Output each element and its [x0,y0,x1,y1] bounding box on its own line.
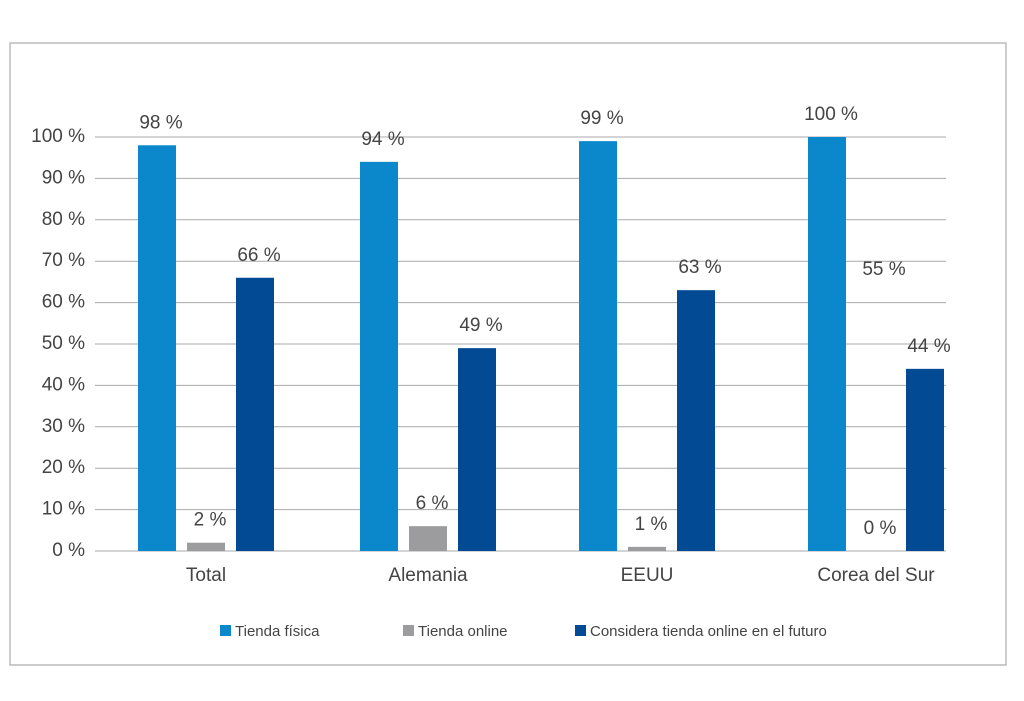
bar [677,290,715,551]
y-tick-label: 20 % [42,457,85,478]
y-tick-label: 30 % [42,416,85,437]
bar [360,161,398,551]
legend-label: Tienda física [235,623,320,640]
data-label: 99 % [580,108,623,129]
bar [409,526,447,551]
data-label: 98 % [139,112,182,133]
data-label: 49 % [459,315,502,336]
data-label: 6 % [416,493,449,514]
bar [579,141,617,551]
y-tick-label: 80 % [42,209,85,230]
data-label: 2 % [194,510,227,531]
y-tick-label: 40 % [42,374,85,395]
y-tick-label: 100 % [31,126,85,147]
data-label: 100 % [804,104,858,125]
bar [187,542,225,551]
data-label: 63 % [678,257,721,278]
legend-label: Considera tienda online en el futuro [590,623,827,640]
bar [138,145,176,551]
data-label: 0 % [864,518,897,539]
data-label: 1 % [635,514,668,535]
data-label: 94 % [361,129,404,150]
bar [628,546,666,551]
y-tick-label: 90 % [42,167,85,188]
x-tick-label: EEUU [621,565,674,586]
bar [236,277,274,551]
y-tick-label: 0 % [52,540,85,561]
bar [906,368,944,551]
data-label: 44 % [907,336,950,357]
bar [458,348,496,551]
legend-swatch [575,625,586,636]
legend-swatch [220,625,231,636]
legend-label: Tienda online [418,623,508,640]
y-tick-label: 10 % [42,499,85,520]
annotation: 55 % [862,259,905,280]
data-label: 66 % [237,245,280,266]
legend-swatch [403,625,414,636]
x-tick-label: Total [186,565,226,586]
y-tick-label: 70 % [42,250,85,271]
x-tick-label: Alemania [388,565,468,586]
x-tick-label: Corea del Sur [817,565,935,586]
y-tick-label: 50 % [42,333,85,354]
bar [808,137,846,551]
frame [9,42,1007,666]
y-tick-label: 60 % [42,292,85,313]
